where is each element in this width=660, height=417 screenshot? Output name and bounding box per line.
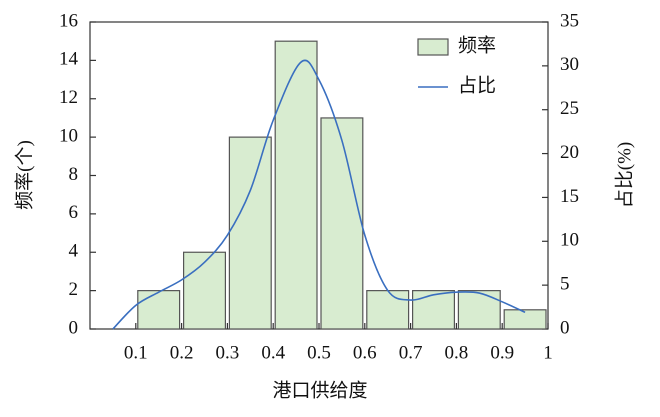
bar bbox=[228, 136, 272, 330]
x-tick-label: 0.7 bbox=[399, 342, 423, 363]
y-tick-label: 2 bbox=[69, 279, 79, 300]
y2-tick-label: 5 bbox=[560, 274, 570, 295]
legend-label: 频率 bbox=[458, 34, 496, 56]
bar bbox=[274, 40, 318, 330]
y2-axis-label: 占比(%) bbox=[613, 142, 635, 208]
y-axis-label: 频率(个) bbox=[13, 140, 35, 210]
y-tick-label: 0 bbox=[69, 317, 79, 338]
x-tick-label: 0.1 bbox=[124, 342, 148, 363]
x-tick-label: 0.6 bbox=[353, 342, 377, 363]
x-tick-label: 1 bbox=[543, 342, 553, 363]
bar bbox=[503, 309, 547, 330]
x-tick-label: 0.3 bbox=[216, 342, 240, 363]
x-tick-label: 0.8 bbox=[445, 342, 469, 363]
bar bbox=[320, 117, 364, 330]
x-tick-label: 0.2 bbox=[170, 342, 194, 363]
y-tick-label: 8 bbox=[69, 164, 79, 185]
legend-swatch bbox=[417, 38, 449, 56]
y2-tick-label: 20 bbox=[560, 142, 579, 163]
bar bbox=[412, 290, 456, 330]
x-axis-label: 港口供给度 bbox=[272, 379, 367, 401]
legend-label: 占比 bbox=[458, 74, 496, 96]
bar bbox=[457, 290, 501, 330]
y-tick-label: 16 bbox=[59, 10, 78, 31]
y2-tick-label: 30 bbox=[560, 54, 579, 75]
x-tick-label: 0.9 bbox=[490, 342, 514, 363]
bar bbox=[137, 290, 181, 330]
y-tick-label: 10 bbox=[59, 125, 78, 146]
y2-tick-label: 35 bbox=[560, 10, 579, 31]
y-tick-label: 6 bbox=[69, 202, 79, 223]
x-tick-label: 0.4 bbox=[261, 342, 285, 363]
bar bbox=[366, 290, 410, 330]
y2-tick-label: 15 bbox=[560, 186, 579, 207]
y-tick-label: 14 bbox=[59, 49, 79, 70]
y2-tick-label: 10 bbox=[560, 230, 579, 251]
x-tick-label: 0.5 bbox=[307, 342, 331, 363]
line bbox=[112, 59, 526, 330]
plot-frame bbox=[89, 21, 549, 330]
y-tick-label: 12 bbox=[59, 87, 78, 108]
bar bbox=[183, 251, 227, 330]
y2-tick-label: 0 bbox=[560, 317, 570, 338]
y-tick-label: 4 bbox=[69, 241, 79, 262]
y2-tick-label: 25 bbox=[560, 98, 579, 119]
